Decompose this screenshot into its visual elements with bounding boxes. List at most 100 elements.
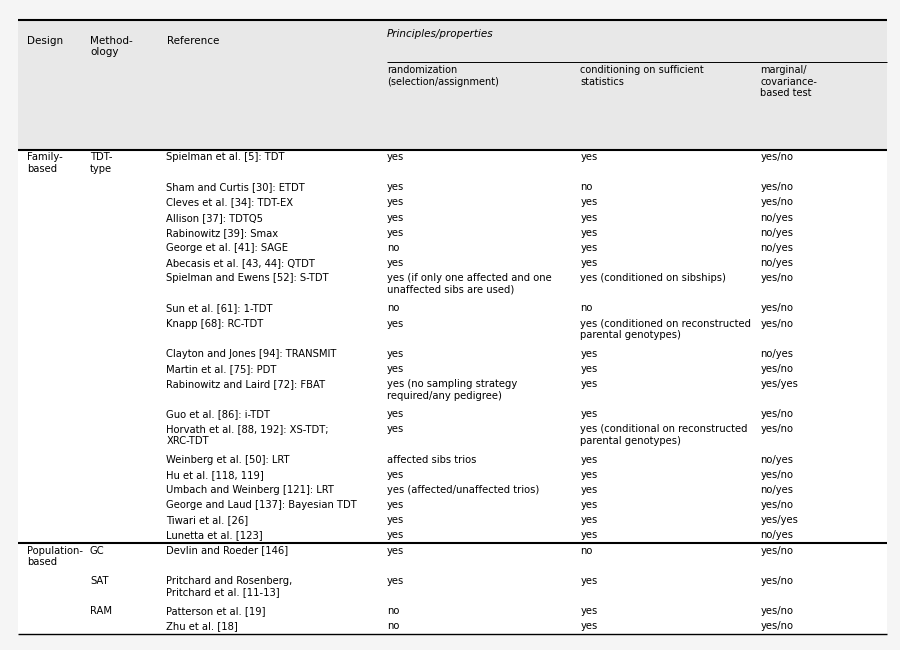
Text: yes: yes [580, 515, 598, 525]
Text: no: no [580, 304, 593, 313]
Text: yes: yes [580, 379, 598, 389]
Text: Devlin and Roeder [146]: Devlin and Roeder [146] [166, 545, 289, 556]
Text: no/yes: no/yes [760, 227, 794, 238]
Text: Horvath et al. [88, 192]: XS-TDT;
XRC-TDT: Horvath et al. [88, 192]: XS-TDT; XRC-TD… [166, 424, 329, 446]
Text: Martin et al. [75]: PDT: Martin et al. [75]: PDT [166, 364, 277, 374]
Text: no/yes: no/yes [760, 485, 794, 495]
Text: Patterson et al. [19]: Patterson et al. [19] [166, 606, 266, 616]
Text: yes: yes [580, 500, 598, 510]
Text: Clayton and Jones [94]: TRANSMIT: Clayton and Jones [94]: TRANSMIT [166, 349, 337, 359]
Text: yes: yes [387, 183, 404, 192]
Text: Weinberg et al. [50]: LRT: Weinberg et al. [50]: LRT [166, 455, 290, 465]
Text: Pritchard and Rosenberg,
Pritchard et al. [11-13]: Pritchard and Rosenberg, Pritchard et al… [166, 576, 292, 597]
Text: yes: yes [387, 424, 404, 434]
Text: yes: yes [580, 213, 598, 223]
Text: yes (conditioned on sibships): yes (conditioned on sibships) [580, 273, 726, 283]
Text: Method-
ology: Method- ology [90, 36, 133, 57]
Text: Spielman and Ewens [52]: S-TDT: Spielman and Ewens [52]: S-TDT [166, 273, 329, 283]
Text: George and Laud [137]: Bayesian TDT: George and Laud [137]: Bayesian TDT [166, 500, 357, 510]
Text: Design: Design [27, 36, 63, 46]
Text: no/yes: no/yes [760, 530, 794, 540]
Text: yes: yes [387, 576, 404, 586]
Text: yes: yes [580, 455, 598, 465]
Text: yes: yes [387, 500, 404, 510]
Text: yes (if only one affected and one
unaffected sibs are used): yes (if only one affected and one unaffe… [387, 273, 552, 294]
Text: Family-
based: Family- based [27, 152, 63, 174]
Text: yes/no: yes/no [760, 500, 794, 510]
Text: no/yes: no/yes [760, 455, 794, 465]
Text: yes/yes: yes/yes [760, 379, 798, 389]
Text: yes (affected/unaffected trios): yes (affected/unaffected trios) [387, 485, 539, 495]
Text: no/yes: no/yes [760, 349, 794, 359]
Text: Sun et al. [61]: 1-TDT: Sun et al. [61]: 1-TDT [166, 304, 273, 313]
Text: Knapp [68]: RC-TDT: Knapp [68]: RC-TDT [166, 318, 264, 328]
Text: TDT-
type: TDT- type [90, 152, 112, 174]
Text: Abecasis et al. [43, 44]: QTDT: Abecasis et al. [43, 44]: QTDT [166, 258, 315, 268]
Text: Reference: Reference [166, 36, 219, 46]
Text: yes: yes [580, 621, 598, 631]
Text: yes/yes: yes/yes [760, 515, 798, 525]
Text: Allison [37]: TDTQ5: Allison [37]: TDTQ5 [166, 213, 264, 223]
Text: yes: yes [580, 227, 598, 238]
Text: yes: yes [580, 243, 598, 253]
Text: yes: yes [387, 364, 404, 374]
Text: yes/no: yes/no [760, 273, 794, 283]
Text: randomization
(selection/assignment): randomization (selection/assignment) [387, 65, 499, 86]
Text: yes/no: yes/no [760, 318, 794, 328]
Text: Rabinowitz [39]: Smax: Rabinowitz [39]: Smax [166, 227, 279, 238]
Text: yes/no: yes/no [760, 606, 794, 616]
Text: Lunetta et al. [123]: Lunetta et al. [123] [166, 530, 263, 540]
Text: yes: yes [387, 227, 404, 238]
Text: affected sibs trios: affected sibs trios [387, 455, 476, 465]
Text: Cleves et al. [34]: TDT-EX: Cleves et al. [34]: TDT-EX [166, 198, 293, 207]
Text: yes: yes [387, 258, 404, 268]
Text: yes/no: yes/no [760, 364, 794, 374]
Text: yes: yes [387, 213, 404, 223]
Text: Population-
based: Population- based [27, 545, 83, 567]
Text: yes (conditioned on reconstructed
parental genotypes): yes (conditioned on reconstructed parent… [580, 318, 752, 340]
Text: yes (no sampling strategy
required/any pedigree): yes (no sampling strategy required/any p… [387, 379, 518, 400]
Text: George et al. [41]: SAGE: George et al. [41]: SAGE [166, 243, 289, 253]
Text: Rabinowitz and Laird [72]: FBAT: Rabinowitz and Laird [72]: FBAT [166, 379, 326, 389]
Text: yes: yes [580, 410, 598, 419]
Text: yes/no: yes/no [760, 198, 794, 207]
Text: GC: GC [90, 545, 104, 556]
Text: yes: yes [387, 515, 404, 525]
Text: yes: yes [387, 470, 404, 480]
Text: yes: yes [580, 485, 598, 495]
Text: yes/no: yes/no [760, 304, 794, 313]
Text: yes: yes [387, 198, 404, 207]
Text: yes: yes [580, 258, 598, 268]
Text: no: no [387, 621, 400, 631]
Text: marginal/
covariance-
based test: marginal/ covariance- based test [760, 65, 817, 98]
Text: yes: yes [387, 318, 404, 328]
Text: Spielman et al. [5]: TDT: Spielman et al. [5]: TDT [166, 152, 285, 162]
Text: yes: yes [580, 530, 598, 540]
Text: yes: yes [387, 349, 404, 359]
FancyBboxPatch shape [18, 20, 886, 634]
Text: yes: yes [387, 410, 404, 419]
Text: no/yes: no/yes [760, 258, 794, 268]
Text: yes: yes [387, 545, 404, 556]
Text: Guo et al. [86]: i-TDT: Guo et al. [86]: i-TDT [166, 410, 271, 419]
Text: Tiwari et al. [26]: Tiwari et al. [26] [166, 515, 248, 525]
Text: Hu et al. [118, 119]: Hu et al. [118, 119] [166, 470, 265, 480]
Text: yes: yes [580, 470, 598, 480]
Text: SAT: SAT [90, 576, 109, 586]
Text: no: no [387, 243, 400, 253]
Text: yes/no: yes/no [760, 183, 794, 192]
Text: yes: yes [580, 152, 598, 162]
Text: Zhu et al. [18]: Zhu et al. [18] [166, 621, 238, 631]
Text: Umbach and Weinberg [121]: LRT: Umbach and Weinberg [121]: LRT [166, 485, 335, 495]
FancyBboxPatch shape [18, 20, 886, 150]
Text: Sham and Curtis [30]: ETDT: Sham and Curtis [30]: ETDT [166, 183, 305, 192]
Text: yes/no: yes/no [760, 424, 794, 434]
Text: no: no [580, 545, 593, 556]
Text: conditioning on sufficient
statistics: conditioning on sufficient statistics [580, 65, 704, 86]
Text: yes: yes [580, 576, 598, 586]
Text: yes/no: yes/no [760, 545, 794, 556]
Text: yes/no: yes/no [760, 470, 794, 480]
Text: yes: yes [580, 364, 598, 374]
Text: yes/no: yes/no [760, 621, 794, 631]
Text: yes/no: yes/no [760, 152, 794, 162]
